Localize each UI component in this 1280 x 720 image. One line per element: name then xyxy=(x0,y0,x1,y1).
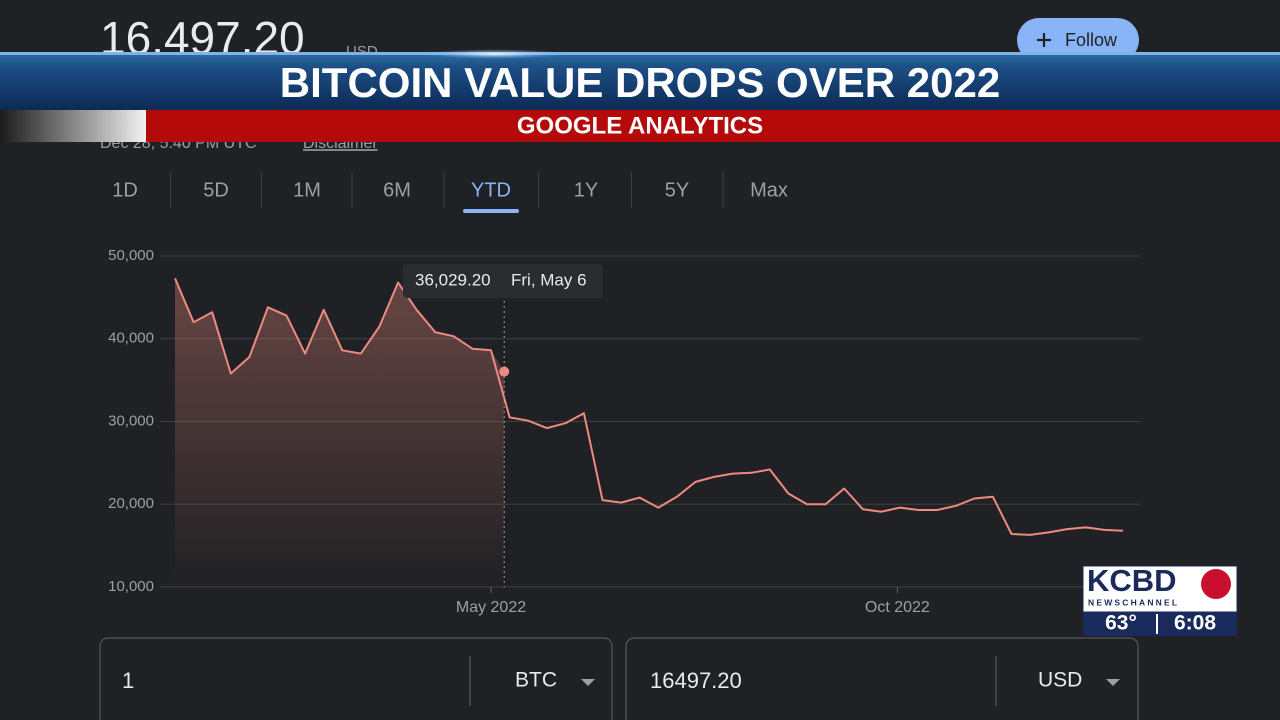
chart: 10,000 20,000 30,000 40,000 50,000 May 2022 Oc… xyxy=(108,247,1140,616)
price-line xyxy=(174,277,1124,536)
hover-point xyxy=(499,366,510,377)
dropdown-arrow xyxy=(1106,679,1120,686)
clock: 6:08 xyxy=(1174,612,1216,635)
result-box[interactable] xyxy=(625,637,1139,720)
headline: BITCOIN VALUE DROPS OVER 2022 xyxy=(280,59,1000,106)
range-tab[interactable]: 1D xyxy=(112,179,138,201)
subhead: GOOGLE ANALYTICS xyxy=(517,112,763,139)
range-tab[interactable]: 6M xyxy=(383,179,411,201)
hover-area xyxy=(175,278,505,587)
range-tab[interactable]: YTD xyxy=(471,179,511,201)
tooltip-date: Fri, May 6 xyxy=(511,270,587,289)
y-tick-label: 10,000 xyxy=(108,578,154,595)
plus-icon xyxy=(1037,33,1051,47)
subhead-fade xyxy=(0,110,146,142)
range-tab[interactable]: 5D xyxy=(203,179,229,201)
range-tabs: 1D 5D 1M 6M YTD 1Y 5Y Max xyxy=(112,172,788,213)
y-tick-label: 20,000 xyxy=(108,495,154,512)
logo-bottom xyxy=(1083,612,1237,636)
tooltip xyxy=(403,264,603,298)
range-tab[interactable]: 1M xyxy=(293,179,321,201)
range-tab[interactable]: Max xyxy=(750,179,788,201)
headline-bar xyxy=(0,52,1280,110)
subhead-bar xyxy=(146,110,1280,142)
to-currency[interactable]: USD xyxy=(1038,669,1082,692)
x-tick-label: Oct 2022 xyxy=(865,599,930,616)
network-name: NEWSCHANNEL xyxy=(1088,597,1179,607)
amount-box[interactable] xyxy=(99,637,613,720)
converter: 1 BTC 16497.20 USD xyxy=(99,637,1139,720)
station-name: KCBD xyxy=(1087,563,1177,598)
y-tick-label: 50,000 xyxy=(108,247,154,264)
flare xyxy=(425,49,565,59)
tab-underline xyxy=(463,209,519,213)
amount-input[interactable]: 1 xyxy=(122,668,134,693)
result-input[interactable]: 16497.20 xyxy=(650,668,742,693)
range-tab[interactable]: 1Y xyxy=(574,179,598,201)
y-tick-label: 40,000 xyxy=(108,330,154,347)
range-tab[interactable]: 5Y xyxy=(665,179,689,201)
headline-edge xyxy=(0,52,1280,55)
follow-label[interactable]: Follow xyxy=(1065,30,1118,50)
follow-button[interactable] xyxy=(1017,18,1139,62)
tooltip-value: 36,029.20 xyxy=(415,270,491,289)
from-currency[interactable]: BTC xyxy=(515,669,557,692)
x-tick-label: May 2022 xyxy=(456,599,526,616)
temperature: 63° xyxy=(1105,612,1137,635)
dropdown-arrow xyxy=(581,679,595,686)
y-tick-label: 30,000 xyxy=(108,412,154,429)
peacock-badge xyxy=(1201,569,1231,599)
news-banner: BITCOIN VALUE DROPS OVER 2022 GOOGLE ANA… xyxy=(0,49,1280,142)
station-logo: KCBD NEWSCHANNEL 63° 6:08 xyxy=(1082,563,1238,636)
